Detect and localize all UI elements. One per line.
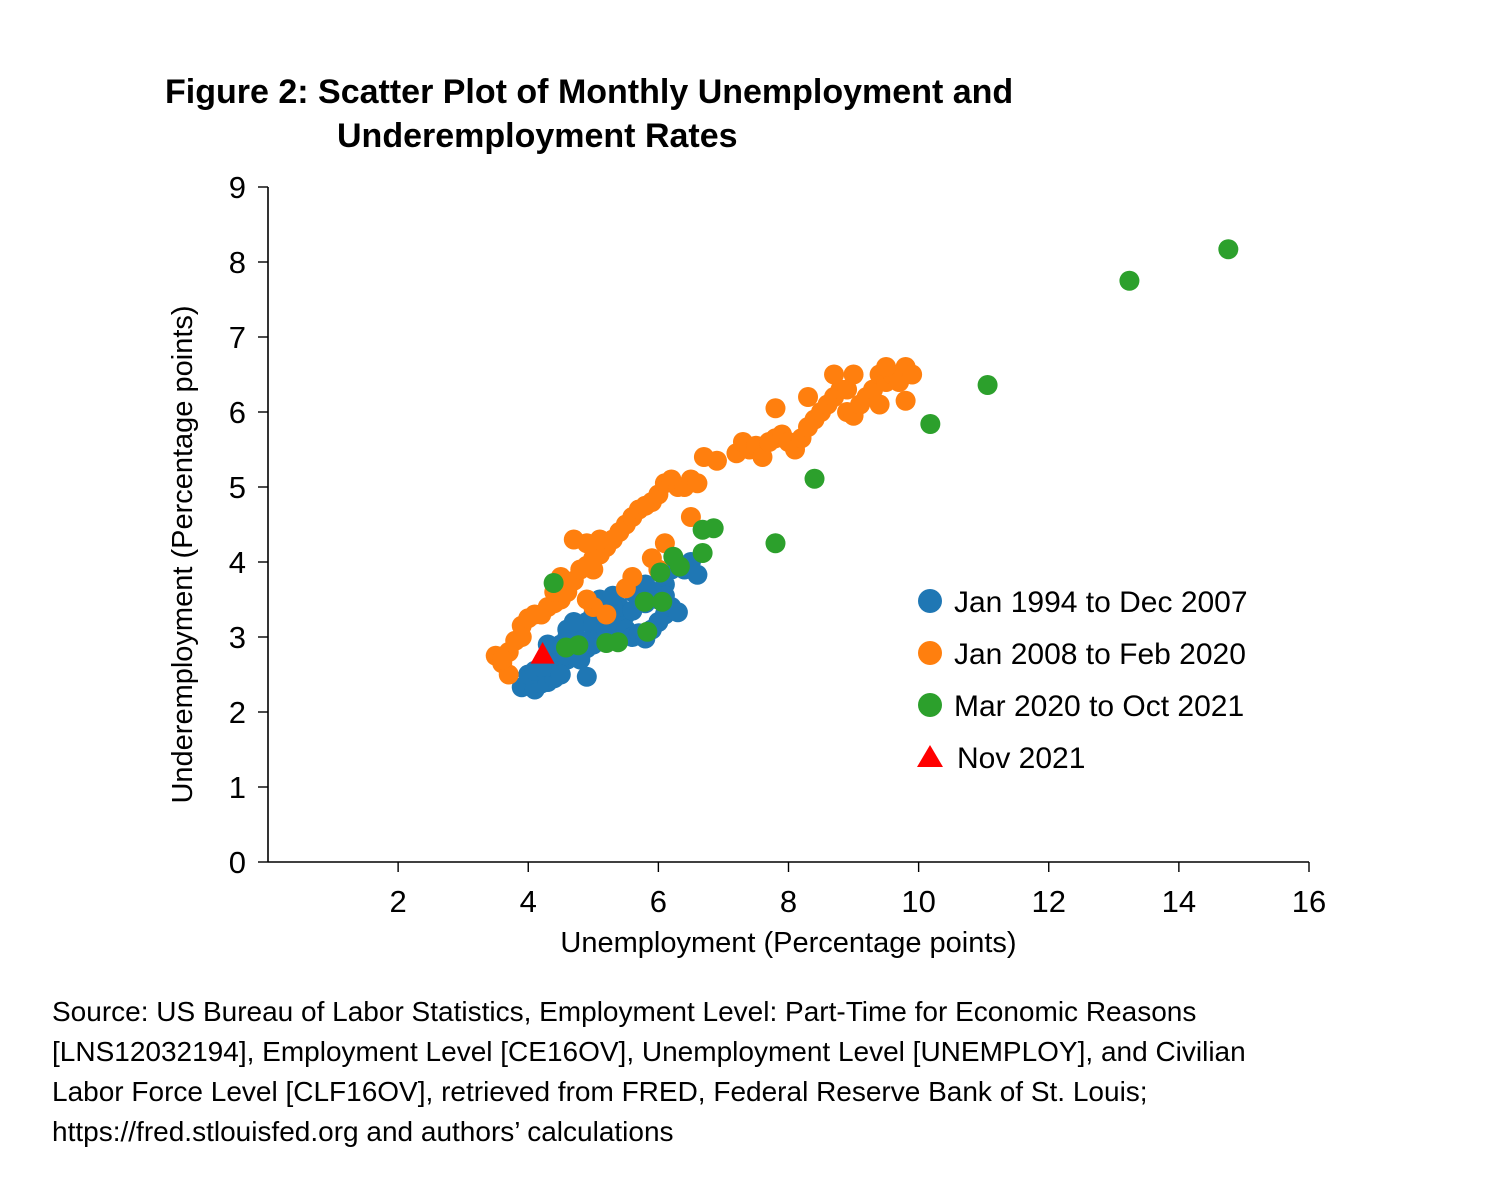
legend-item: Jan 1994 to Dec 2007 (918, 586, 1248, 619)
x-tick-label: 4 (520, 884, 537, 919)
data-point (902, 364, 923, 385)
chart-title-line1: Figure 2: Scatter Plot of Monthly Unempl… (165, 73, 1014, 111)
y-tick-label: 4 (229, 545, 246, 580)
chart-title-line2: Underemployment Rates (337, 117, 738, 155)
y-tick-label: 3 (229, 620, 246, 655)
data-point (550, 664, 571, 685)
data-point (576, 666, 597, 687)
data-point (615, 578, 636, 599)
data-point (692, 543, 713, 563)
y-tick-label: 9 (229, 170, 246, 205)
series-3 (530, 642, 555, 664)
data-point (667, 602, 688, 623)
data-point (589, 529, 610, 550)
data-point (1218, 239, 1239, 260)
x-tick-label: 10 (901, 884, 935, 919)
legend-marker (918, 589, 942, 613)
data-point (837, 379, 858, 400)
y-tick-label: 1 (229, 770, 246, 805)
legend-item: Mar 2020 to Oct 2021 (918, 690, 1244, 723)
series-2 (543, 239, 1239, 658)
points-layer (485, 239, 1239, 700)
data-point (920, 414, 941, 434)
data-point (895, 390, 916, 411)
data-point (555, 637, 576, 658)
data-point (576, 589, 597, 610)
data-point (583, 559, 604, 580)
legend-marker (918, 641, 942, 665)
legend-label: Nov 2021 (957, 742, 1085, 775)
data-point (798, 387, 819, 407)
legend-item: Jan 2008 to Feb 2020 (918, 638, 1246, 671)
data-point (977, 375, 998, 395)
legend-marker-triangle (917, 745, 943, 767)
x-tick-label: 14 (1162, 884, 1196, 919)
x-tick-label: 12 (1032, 884, 1066, 919)
data-point (824, 364, 845, 385)
y-tick-label: 2 (229, 695, 246, 730)
legend-label: Mar 2020 to Oct 2021 (954, 690, 1244, 723)
data-point (492, 649, 513, 670)
data-point (692, 519, 713, 540)
chart-title: Figure 2: Scatter Plot of Monthly Unempl… (165, 70, 1013, 158)
x-tick-label: 2 (390, 884, 407, 919)
series-1 (485, 357, 923, 685)
data-point (498, 664, 519, 685)
source-line: Labor Force Level [CLF16OV], retrieved f… (52, 1076, 1148, 1107)
data-point (876, 357, 897, 377)
data-point (563, 612, 584, 632)
data-point (669, 556, 690, 577)
data-point (596, 633, 617, 653)
legend-label: Jan 1994 to Dec 2007 (954, 586, 1248, 619)
data-point (1119, 270, 1140, 291)
source-line: [LNS12032194], Employment Level [CE16OV]… (52, 1036, 1246, 1067)
data-point (543, 573, 564, 593)
source-line: https://fred.stlouisfed.org and authors’… (52, 1116, 674, 1147)
data-point (637, 621, 658, 642)
source-line: Source: US Bureau of Labor Statistics, E… (52, 996, 1197, 1027)
data-point (706, 450, 727, 471)
data-point (634, 591, 655, 612)
legend-marker (918, 693, 942, 717)
y-tick-label: 6 (229, 395, 246, 430)
x-tick-label: 8 (780, 884, 797, 919)
y-axis-title: Underemployment (Percentage points) (167, 305, 199, 803)
source-note: Source: US Bureau of Labor Statistics, E… (52, 992, 1472, 1152)
x-tick-label: 16 (1292, 884, 1326, 919)
y-tick-label: 8 (229, 245, 246, 280)
data-point (752, 447, 773, 467)
data-point (650, 562, 671, 583)
data-point (687, 473, 708, 494)
y-tick-label: 7 (229, 320, 246, 355)
data-point (804, 468, 825, 489)
data-point (843, 364, 864, 385)
data-point (765, 533, 786, 554)
legend-item: Nov 2021 (917, 742, 1085, 775)
data-point (765, 398, 786, 419)
data-point (652, 591, 673, 612)
x-tick-label: 6 (650, 884, 667, 919)
data-point (680, 507, 701, 527)
x-axis-title: Unemployment (Percentage points) (560, 927, 1016, 959)
y-tick-label: 5 (229, 470, 246, 505)
y-tick-label: 0 (229, 845, 246, 880)
data-point (687, 564, 708, 585)
data-point (869, 394, 890, 415)
legend: Jan 1994 to Dec 2007 Jan 2008 to Feb 2020… (917, 586, 1248, 775)
data-point-triangle (530, 642, 555, 664)
legend-label: Jan 2008 to Feb 2020 (954, 638, 1246, 671)
